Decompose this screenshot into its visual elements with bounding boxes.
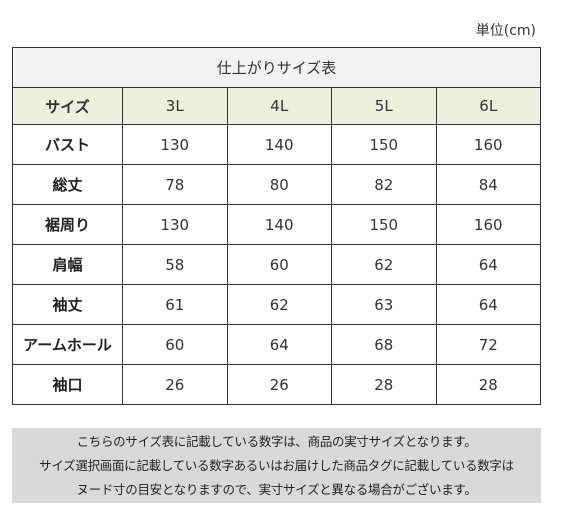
table-cell: 68	[331, 324, 437, 365]
row-label-length: 総丈	[12, 164, 123, 205]
row-label-bust: バスト	[12, 124, 123, 165]
table-cell: 140	[226, 124, 332, 165]
table-cell: 78	[122, 164, 228, 205]
table-title: 仕上がりサイズ表	[12, 47, 541, 88]
size-table: 仕上がりサイズ表 サイズ 3L 4L 5L 6L バスト 130 140 150…	[12, 47, 541, 405]
table-cell: 26	[122, 364, 228, 405]
table-cell: 64	[435, 284, 541, 325]
size-note-box: こちらのサイズ表に記載している数字は、商品の実寸サイズとなります。 サイズ選択画…	[12, 428, 541, 503]
table-cell: 130	[122, 204, 228, 245]
header-size-label: サイズ	[12, 87, 123, 125]
table-cell: 62	[226, 284, 332, 325]
table-cell: 64	[435, 244, 541, 285]
header-4l: 4L	[226, 87, 332, 125]
table-cell: 72	[435, 324, 541, 365]
table-cell: 84	[435, 164, 541, 205]
table-cell: 150	[331, 204, 437, 245]
row-label-sleeve-length: 袖丈	[12, 284, 123, 325]
header-6l: 6L	[435, 87, 541, 125]
table-cell: 64	[226, 324, 332, 365]
table-row: 総丈 78 80 82 84	[12, 164, 541, 205]
table-header-row: サイズ 3L 4L 5L 6L	[12, 87, 541, 125]
table-cell: 150	[331, 124, 437, 165]
table-row: 裾周り 130 140 150 160	[12, 204, 541, 245]
table-cell: 61	[122, 284, 228, 325]
header-5l: 5L	[331, 87, 437, 125]
note-line: サイズ選択画面に記載している数字あるいはお届けした商品タグに記載している数字は	[39, 457, 514, 473]
table-cell: 60	[226, 244, 332, 285]
table-cell: 60	[122, 324, 228, 365]
table-title-row: 仕上がりサイズ表	[12, 47, 541, 88]
table-cell: 28	[331, 364, 437, 405]
table-row: バスト 130 140 150 160	[12, 124, 541, 165]
table-row: 袖口 26 26 28 28	[12, 364, 541, 405]
note-line: ヌード寸の目安となりますので、実寸サイズと異なる場合がございます。	[76, 481, 477, 497]
header-3l: 3L	[122, 87, 228, 125]
row-label-hem: 裾周り	[12, 204, 123, 245]
table-cell: 28	[435, 364, 541, 405]
row-label-cuff: 袖口	[12, 364, 123, 405]
table-cell: 63	[331, 284, 437, 325]
table-row: 肩幅 58 60 62 64	[12, 244, 541, 285]
table-cell: 160	[435, 124, 541, 165]
unit-label: 単位(cm)	[475, 23, 536, 39]
note-line: こちらのサイズ表に記載している数字は、商品の実寸サイズとなります。	[76, 433, 477, 449]
table-cell: 26	[226, 364, 332, 405]
table-cell: 80	[226, 164, 332, 205]
table-row: 袖丈 61 62 63 64	[12, 284, 541, 325]
row-label-armhole: アームホール	[12, 324, 123, 365]
table-cell: 140	[226, 204, 332, 245]
table-row: アームホール 60 64 68 72	[12, 324, 541, 365]
table-cell: 160	[435, 204, 541, 245]
row-label-shoulder: 肩幅	[12, 244, 123, 285]
table-cell: 130	[122, 124, 228, 165]
table-cell: 58	[122, 244, 228, 285]
table-cell: 62	[331, 244, 437, 285]
table-cell: 82	[331, 164, 437, 205]
